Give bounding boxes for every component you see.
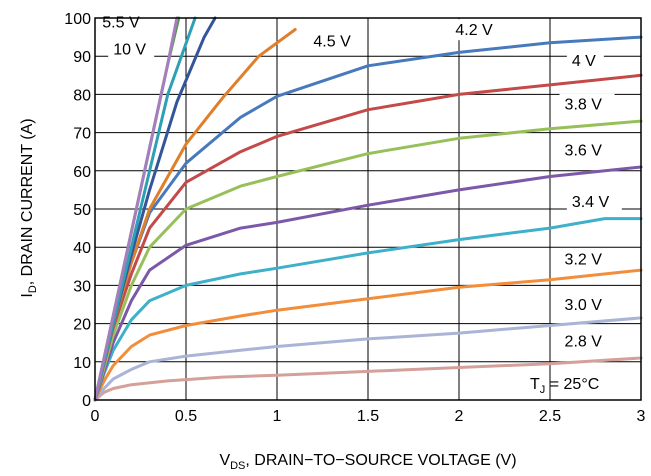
curve-label-bg bbox=[559, 93, 615, 115]
curve-label: 2.8 V bbox=[565, 334, 603, 351]
x-tick-label: 2 bbox=[455, 408, 464, 425]
y-tick-label: 30 bbox=[73, 278, 91, 295]
series-line bbox=[93, 28, 297, 402]
curve-label-backgrounds bbox=[97, 11, 622, 352]
curve-label: 4 V bbox=[572, 53, 596, 70]
x-tick-label: 1.5 bbox=[357, 408, 379, 425]
curve-labels: 5.5 V 10 V 4.5 V 4.2 V 4 V 3.8 V 3.6 V 3.4 V 3.2… bbox=[102, 15, 609, 351]
y-tick-label: 10 bbox=[73, 355, 91, 372]
y-tick-label: 90 bbox=[73, 49, 91, 66]
plot-frame bbox=[94, 17, 642, 401]
series-line bbox=[93, 356, 643, 402]
series-line bbox=[93, 316, 643, 402]
curve-label-bg bbox=[566, 191, 622, 213]
series-line bbox=[93, 217, 643, 402]
y-tick-label: 20 bbox=[73, 317, 91, 334]
y-tick-label: 80 bbox=[73, 87, 91, 104]
series-group bbox=[93, 16, 643, 402]
grid bbox=[95, 18, 641, 400]
curve-label: 3.0 V bbox=[565, 297, 603, 314]
x-tick-labels: 0 0.5 1 1.5 2 2.5 3 bbox=[91, 408, 646, 425]
x-tick-label: 0.5 bbox=[175, 408, 197, 425]
x-tick-label: 1 bbox=[273, 408, 282, 425]
curve-label-bg bbox=[308, 30, 364, 52]
curve-label-bg bbox=[559, 330, 615, 352]
x-tick-label: 3 bbox=[637, 408, 646, 425]
curve-label-bg bbox=[559, 248, 615, 270]
curve-label-bg bbox=[559, 294, 615, 316]
series-line bbox=[93, 165, 643, 402]
y-tick-labels: 0 10 20 30 40 50 60 70 80 90 100 bbox=[64, 11, 91, 410]
curve-label-bg bbox=[450, 19, 506, 41]
y-tick-label: 70 bbox=[73, 126, 91, 143]
curve-label-bg bbox=[566, 49, 604, 71]
curve-label: 10 V bbox=[113, 41, 146, 58]
curve-label: 4.5 V bbox=[313, 34, 351, 51]
curve-label: 3.6 V bbox=[565, 143, 603, 160]
series-line bbox=[93, 16, 179, 402]
curve-label: 3.2 V bbox=[565, 251, 603, 268]
series-line bbox=[93, 119, 643, 402]
curve-label: 3.4 V bbox=[572, 194, 610, 211]
temperature-annotation: TJ = 25°C bbox=[530, 376, 599, 396]
curve-label-bg bbox=[559, 139, 615, 161]
y-tick-label: 100 bbox=[64, 11, 91, 28]
x-axis-label: VDS, DRAIN−TO−SOURCE VOLTAGE (V) bbox=[219, 452, 516, 472]
curve-label: 3.8 V bbox=[565, 97, 603, 114]
y-tick-label: 60 bbox=[73, 164, 91, 181]
curve-label: 5.5 V bbox=[102, 15, 140, 32]
y-axis-label: ID, DRAIN CURRENT (A) bbox=[19, 118, 39, 297]
curve-label: 4.2 V bbox=[455, 22, 493, 39]
y-tick-label: 40 bbox=[73, 240, 91, 257]
y-tick-label: 50 bbox=[73, 202, 91, 219]
series-line bbox=[93, 73, 643, 402]
curve-label-bg bbox=[108, 38, 155, 60]
series-line bbox=[93, 268, 643, 402]
y-tick-label: 0 bbox=[82, 393, 91, 410]
curve-label-bg bbox=[97, 11, 153, 33]
x-tick-label: 0 bbox=[91, 408, 100, 425]
x-tick-label: 2.5 bbox=[539, 408, 561, 425]
